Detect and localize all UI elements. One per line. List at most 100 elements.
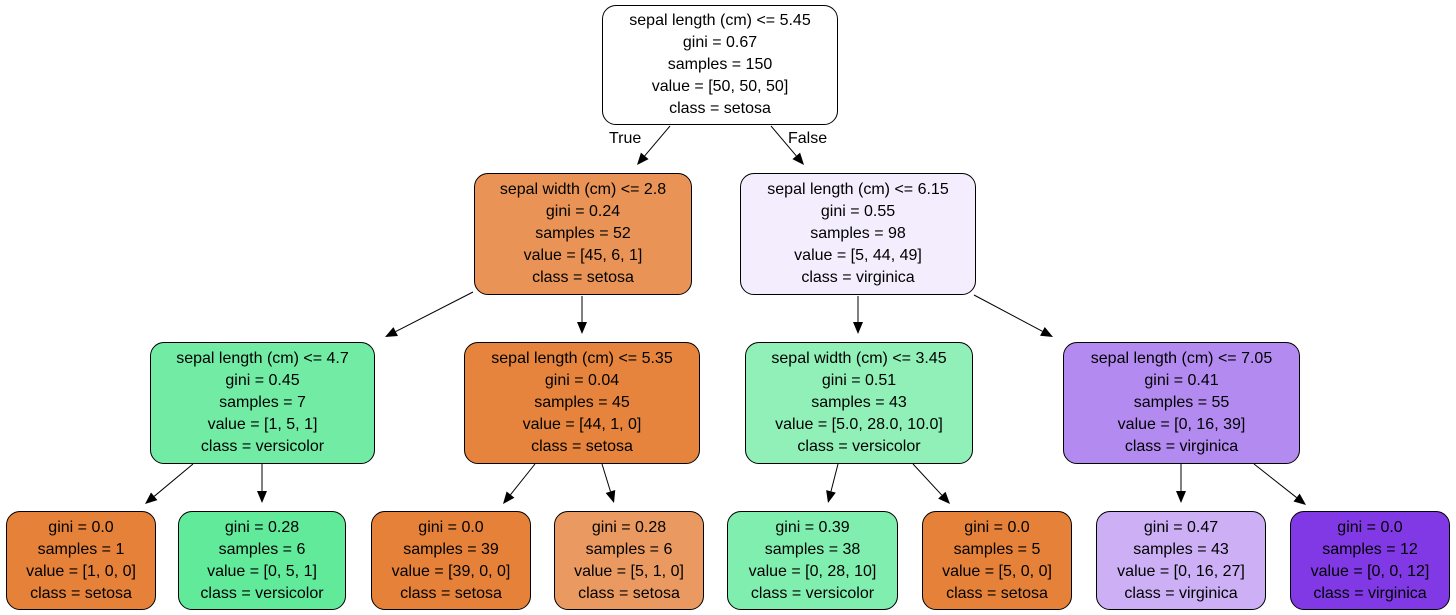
tree-leaf-9: gini = 0.0 samples = 39 value = [39, 0, …: [371, 511, 531, 610]
node-value: value = [5.0, 28.0, 10.0]: [775, 416, 943, 433]
tree-edge-line: [601, 463, 611, 492]
tree-edge-line: [1253, 463, 1297, 498]
tree-leaf-11: gini = 0.39 samples = 38 value = [0, 28,…: [727, 511, 898, 610]
node-class: class = versicolor: [200, 438, 325, 455]
node-gini: gini = 0.39: [775, 518, 850, 536]
node-value: value = [0, 5, 1]: [207, 562, 317, 580]
node-split-rule: sepal width (cm) <= 3.45: [771, 350, 947, 367]
node-class: class = versicolor: [200, 584, 324, 602]
node-class: class = setosa: [532, 269, 634, 286]
node-samples: samples = 150: [667, 56, 773, 73]
tree-node-6: sepal length (cm) <= 7.05 gini = 0.41 sa…: [1063, 342, 1300, 464]
tree-edge-line: [153, 463, 194, 497]
node-gini: gini = 0.04: [544, 372, 620, 389]
node-split-rule: sepal length (cm) <= 5.45: [629, 12, 811, 29]
node-class: class = virginica: [1313, 584, 1427, 602]
tree-leaf-12: gini = 0.0 samples = 5 value = [5, 0, 0]…: [922, 511, 1072, 610]
node-samples: samples = 5: [953, 540, 1041, 558]
node-gini: gini = 0.0: [48, 518, 114, 536]
tree-node-root: sepal length (cm) <= 5.45 gini = 0.67 sa…: [602, 5, 838, 125]
node-gini: gini = 0.24: [545, 203, 621, 220]
node-gini: gini = 0.0: [418, 518, 484, 536]
node-samples: samples = 45: [534, 394, 630, 411]
node-samples: samples = 55: [1133, 394, 1230, 411]
tree-edge-line: [912, 463, 943, 496]
tree-edge-arrowhead: [1293, 493, 1306, 505]
tree-edge-line: [830, 463, 839, 492]
node-split-rule: sepal length (cm) <= 4.7: [176, 350, 349, 367]
tree-edge-line: [644, 125, 671, 157]
node-gini: gini = 0.0: [1337, 518, 1403, 536]
node-gini: gini = 0.28: [224, 518, 300, 536]
tree-edge-arrowhead: [792, 152, 804, 165]
node-class: class = setosa: [946, 584, 1048, 602]
tree-node-5: sepal width (cm) <= 3.45 gini = 0.51 sam…: [745, 342, 973, 464]
node-value: value = [50, 50, 50]: [651, 78, 789, 95]
tree-leaf-10: gini = 0.28 samples = 6 value = [5, 1, 0…: [554, 511, 704, 610]
tree-edge-line: [395, 291, 474, 332]
tree-node-4: sepal length (cm) <= 5.35 gini = 0.04 sa…: [464, 342, 700, 464]
node-samples: samples = 7: [219, 394, 306, 411]
node-gini: gini = 0.0: [964, 518, 1030, 536]
node-samples: samples = 43: [1133, 540, 1229, 558]
tree-edge-arrowhead: [503, 491, 515, 504]
tree-leaf-7: gini = 0.0 samples = 1 value = [1, 0, 0]…: [6, 511, 156, 610]
node-class: class = virginica: [1124, 438, 1239, 455]
node-class: class = setosa: [531, 438, 633, 455]
node-samples: samples = 52: [535, 225, 631, 242]
node-gini: gini = 0.28: [591, 518, 667, 536]
node-split-rule: sepal length (cm) <= 7.05: [1090, 350, 1273, 367]
node-value: value = [0, 28, 10]: [748, 562, 877, 580]
node-value: value = [5, 44, 49]: [794, 247, 922, 264]
tree-edge-arrowhead: [257, 491, 267, 503]
node-value: value = [45, 6, 1]: [523, 247, 643, 264]
node-split-rule: sepal width (cm) <= 2.8: [499, 181, 667, 198]
node-value: value = [0, 0, 12]: [1310, 562, 1430, 580]
tree-edge-line: [510, 463, 536, 495]
node-value: value = [0, 16, 27]: [1117, 562, 1245, 580]
node-gini: gini = 0.55: [820, 203, 896, 220]
node-split-rule: sepal length (cm) <= 6.15: [767, 181, 949, 198]
node-value: value = [5, 0, 0]: [942, 562, 1052, 580]
tree-edge-arrowhead: [145, 492, 158, 504]
node-samples: samples = 6: [585, 540, 673, 558]
node-class: class = setosa: [669, 100, 771, 117]
node-gini: gini = 0.67: [682, 34, 758, 51]
tree-node-1: sepal width (cm) <= 2.8 gini = 0.24 samp…: [474, 173, 692, 295]
tree-edge-line: [770, 125, 797, 157]
node-class: class = setosa: [578, 584, 680, 602]
tree-node-3: sepal length (cm) <= 4.7 gini = 0.45 sam…: [150, 342, 375, 464]
node-class: class = versicolor: [797, 438, 921, 455]
node-value: value = [0, 16, 39]: [1117, 416, 1246, 433]
node-value: value = [1, 5, 1]: [207, 416, 318, 433]
node-gini: gini = 0.45: [225, 372, 300, 389]
node-value: value = [1, 0, 0]: [26, 562, 136, 580]
tree-edge-arrowhead: [577, 322, 587, 334]
node-samples: samples = 43: [811, 394, 907, 411]
node-gini: gini = 0.51: [821, 372, 897, 389]
node-value: value = [5, 1, 0]: [574, 562, 684, 580]
tree-node-2: sepal length (cm) <= 6.15 gini = 0.55 sa…: [740, 173, 976, 295]
tree-edge-arrowhead: [853, 322, 863, 334]
node-samples: samples = 39: [403, 540, 499, 558]
node-gini: gini = 0.47: [1143, 518, 1219, 536]
tree-edge-arrowhead: [637, 152, 649, 165]
node-class: class = versicolor: [750, 584, 875, 602]
node-class: class = virginica: [1124, 584, 1238, 602]
edge-label-false: False: [788, 130, 828, 147]
node-samples: samples = 1: [37, 540, 125, 558]
tree-leaf-8: gini = 0.28 samples = 6 value = [0, 5, 1…: [178, 511, 346, 610]
node-split-rule: sepal length (cm) <= 5.35: [491, 350, 673, 367]
tree-leaf-13: gini = 0.47 samples = 43 value = [0, 16,…: [1096, 511, 1266, 610]
tree-edge-arrowhead: [605, 490, 616, 503]
tree-edge-arrowhead: [1176, 491, 1186, 503]
node-class: class = virginica: [801, 269, 915, 286]
node-gini: gini = 0.41: [1144, 372, 1219, 389]
tree-edge-arrowhead: [938, 491, 950, 504]
node-samples: samples = 6: [218, 540, 306, 558]
edge-label-true: True: [609, 130, 642, 147]
tree-edge-line: [973, 294, 1043, 332]
node-class: class = setosa: [30, 584, 132, 602]
